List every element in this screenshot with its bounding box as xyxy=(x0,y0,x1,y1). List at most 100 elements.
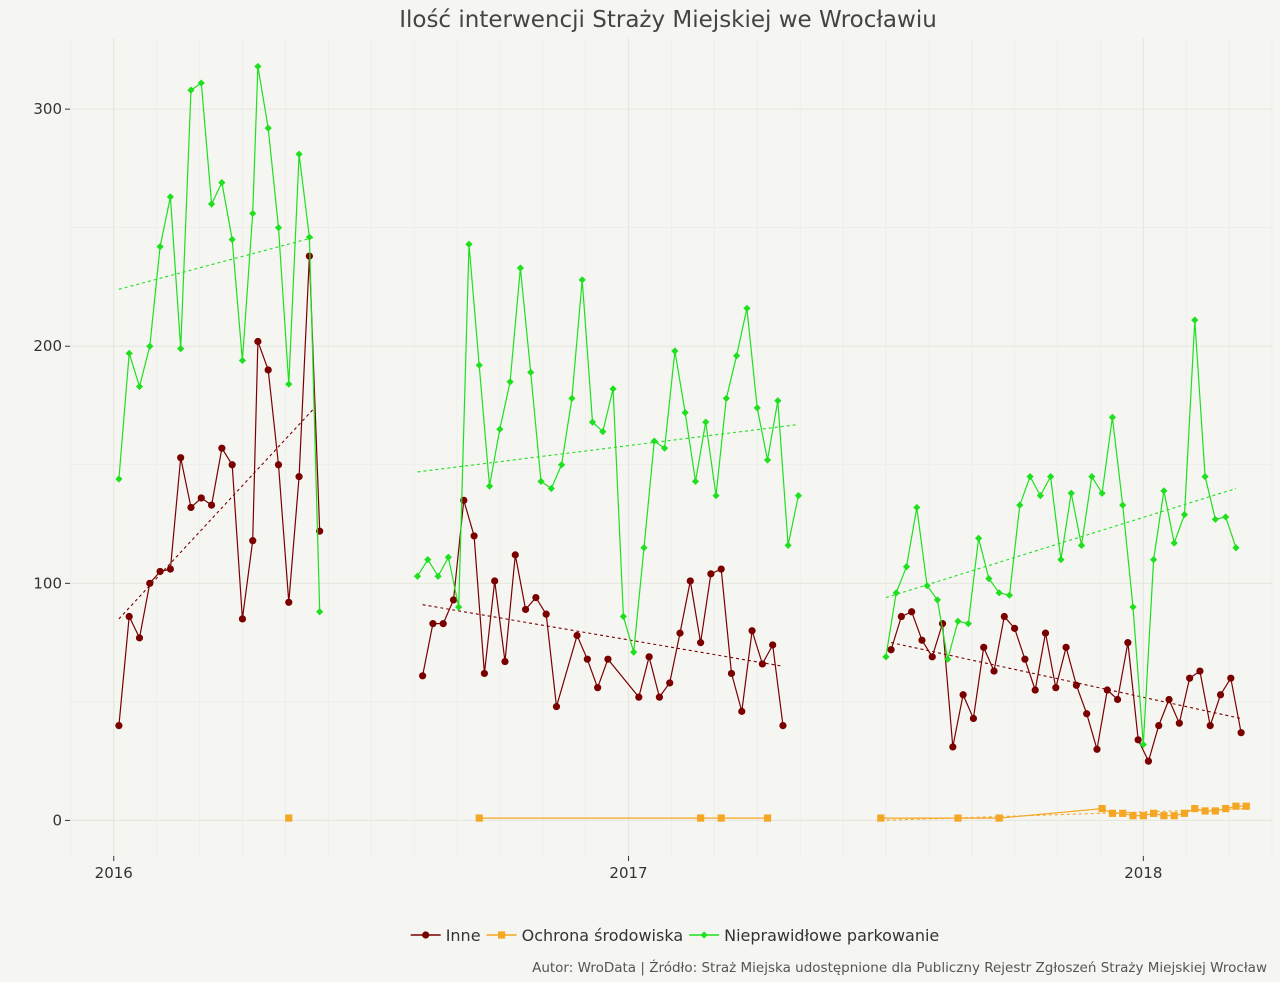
data-point xyxy=(1083,710,1091,718)
data-point xyxy=(1150,809,1158,817)
data-point xyxy=(1031,686,1039,694)
y-tick-label: 300 xyxy=(33,100,62,118)
data-point xyxy=(177,345,185,353)
data-point xyxy=(722,394,730,402)
data-point xyxy=(1201,807,1209,815)
grid xyxy=(70,38,1273,856)
data-point xyxy=(980,643,988,651)
data-point xyxy=(902,563,911,571)
data-point xyxy=(1036,492,1044,500)
data-point xyxy=(1124,639,1132,647)
data-point xyxy=(197,494,205,502)
data-point xyxy=(1026,473,1034,481)
data-point xyxy=(995,589,1003,597)
data-point xyxy=(763,456,772,464)
data-point xyxy=(995,814,1003,822)
data-point xyxy=(475,814,483,822)
data-point xyxy=(1108,413,1117,421)
data-point xyxy=(1150,556,1158,564)
data-point xyxy=(135,634,144,642)
data-point xyxy=(1134,736,1142,744)
data-point xyxy=(666,679,674,687)
data-point xyxy=(1119,809,1127,817)
data-point xyxy=(465,240,473,248)
data-point xyxy=(156,243,164,251)
data-point xyxy=(274,461,283,469)
data-point xyxy=(177,454,185,462)
data-point xyxy=(568,394,576,402)
data-point xyxy=(1222,804,1230,813)
data-point xyxy=(1232,802,1240,810)
trend-line xyxy=(885,487,1237,599)
data-point xyxy=(594,684,602,692)
data-point xyxy=(228,235,236,244)
data-point xyxy=(985,574,993,583)
data-point xyxy=(156,567,164,576)
data-point xyxy=(707,570,715,578)
data-point xyxy=(1242,802,1250,810)
data-point xyxy=(702,418,710,426)
data-point xyxy=(1170,812,1178,820)
chart-title: Ilość interwencji Straży Miejskiej we Wr… xyxy=(399,7,937,33)
data-point xyxy=(712,492,720,500)
data-point xyxy=(630,648,638,656)
data-point xyxy=(933,596,941,604)
series-line xyxy=(885,320,1237,745)
data-point xyxy=(1160,487,1168,495)
data-point xyxy=(197,79,205,87)
data-point xyxy=(686,577,694,585)
data-point xyxy=(696,814,705,822)
data-point xyxy=(1057,556,1065,564)
data-point xyxy=(424,556,432,564)
data-point xyxy=(604,655,612,663)
data-point xyxy=(264,124,272,132)
data-point xyxy=(1041,629,1050,637)
data-point xyxy=(733,352,741,360)
data-point xyxy=(1052,684,1060,692)
data-point xyxy=(1016,501,1024,509)
data-point xyxy=(928,653,936,661)
data-point xyxy=(892,589,900,597)
legend: Inne Ochrona środowiska Nieprawidłowe park… xyxy=(410,926,939,945)
series-line xyxy=(118,66,321,612)
data-point xyxy=(491,577,499,585)
y-tick-label: 0 xyxy=(52,811,62,829)
series xyxy=(115,62,1250,822)
data-point xyxy=(949,743,957,751)
data-point xyxy=(449,596,458,604)
series-1 xyxy=(285,802,1250,822)
data-point xyxy=(650,437,658,445)
legend-label: Ochrona środowiska xyxy=(522,926,684,945)
data-point xyxy=(1211,515,1219,523)
data-point xyxy=(748,627,756,635)
data-point xyxy=(1165,695,1173,704)
data-point xyxy=(558,461,566,469)
data-point xyxy=(166,193,174,201)
data-point xyxy=(238,356,247,365)
data-point xyxy=(578,276,586,284)
data-point xyxy=(295,150,303,158)
series-2 xyxy=(115,62,1240,749)
data-point xyxy=(1191,316,1199,324)
legend-key-marker xyxy=(422,931,430,939)
data-point xyxy=(640,544,648,552)
data-point xyxy=(1227,674,1235,682)
legend-item-2: Nieprawidłowe parkowanie xyxy=(689,926,939,945)
data-point xyxy=(964,620,972,628)
trend-line xyxy=(417,423,799,473)
series-line xyxy=(416,244,799,653)
legend-key-marker xyxy=(498,931,506,939)
data-point xyxy=(717,565,725,573)
data-point xyxy=(882,653,890,661)
data-point xyxy=(954,617,962,625)
data-point xyxy=(717,814,725,822)
data-point xyxy=(923,582,931,590)
data-point xyxy=(485,482,494,490)
data-point xyxy=(763,814,772,822)
data-point xyxy=(146,579,154,587)
data-point xyxy=(295,473,303,481)
data-point xyxy=(1206,721,1214,730)
data-point xyxy=(1098,489,1106,497)
data-point xyxy=(516,264,525,272)
data-point xyxy=(588,418,597,426)
